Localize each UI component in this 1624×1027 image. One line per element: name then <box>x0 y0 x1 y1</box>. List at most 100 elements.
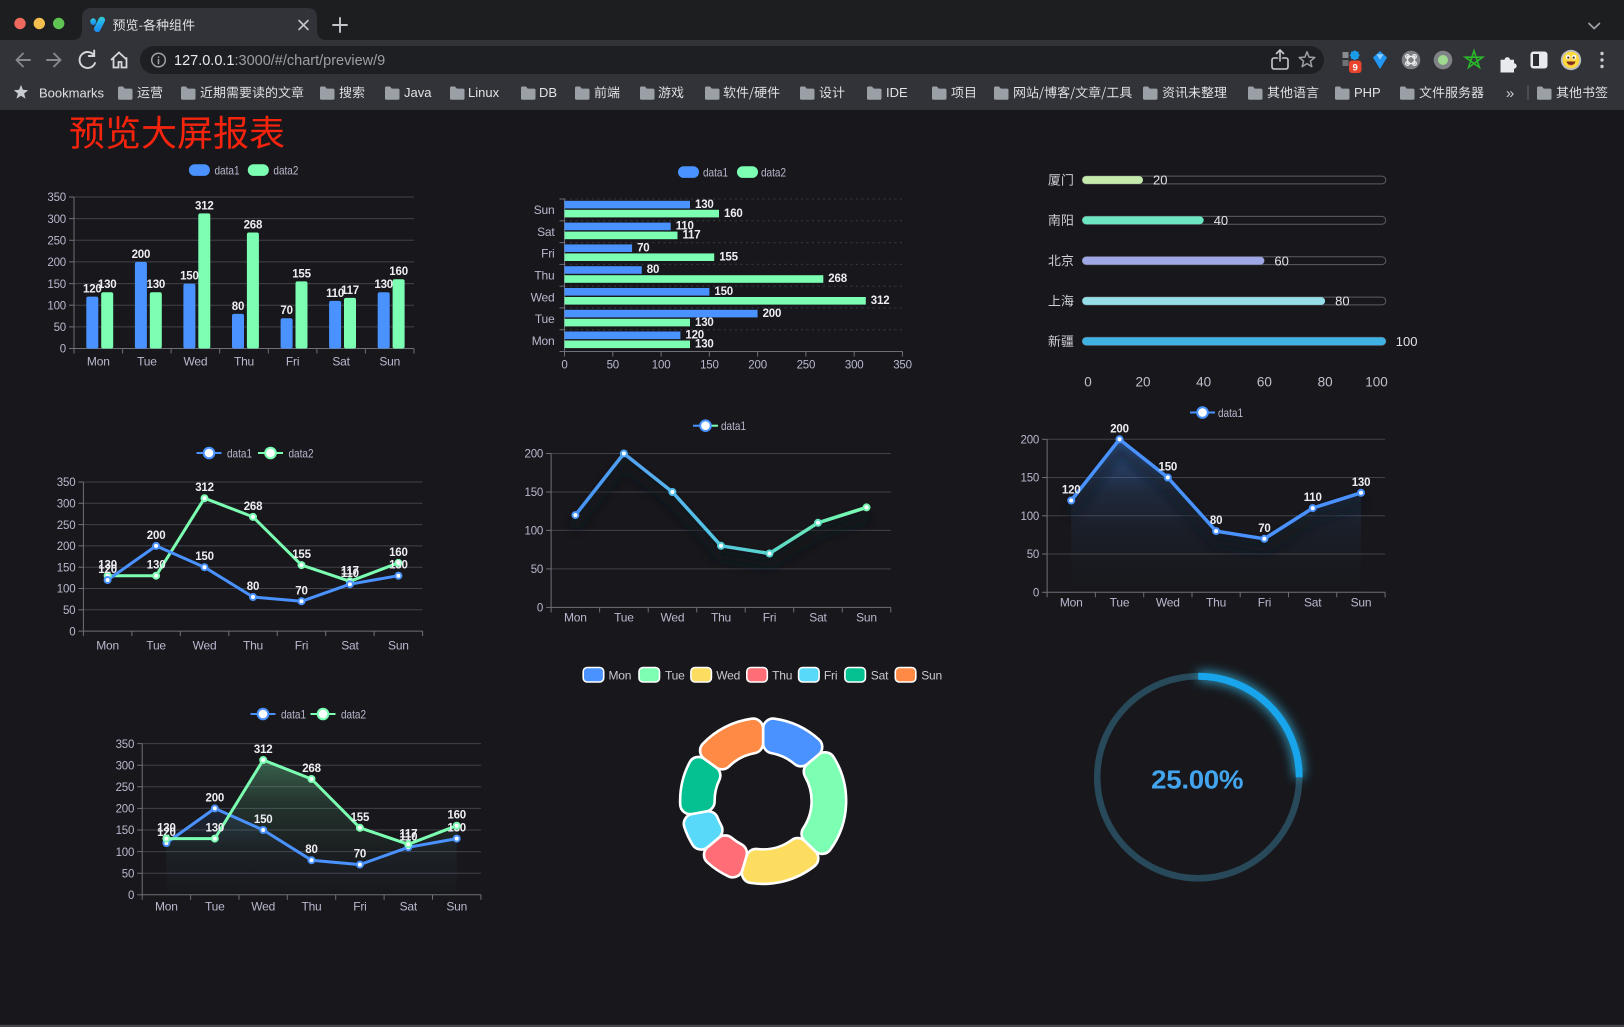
svg-text:300: 300 <box>845 360 864 372</box>
svg-text:127.0.0.1:3000/#/chart/preview: 127.0.0.1:3000/#/chart/preview/9 <box>174 53 385 69</box>
svg-text:110: 110 <box>399 831 417 843</box>
svg-text:0: 0 <box>1084 375 1092 390</box>
svg-text:Sun: Sun <box>1351 596 1372 610</box>
svg-text:Fri: Fri <box>824 669 837 683</box>
svg-text:130: 130 <box>695 317 714 329</box>
svg-text:268: 268 <box>828 273 847 285</box>
svg-text:312: 312 <box>871 295 890 307</box>
svg-text:250: 250 <box>47 236 66 248</box>
svg-text:data1: data1 <box>215 163 240 177</box>
svg-text:Sun: Sun <box>388 639 409 653</box>
svg-text:Mon: Mon <box>155 900 178 914</box>
svg-text:200: 200 <box>147 530 166 542</box>
svg-text:0: 0 <box>128 890 134 902</box>
svg-text:Wed: Wed <box>1156 596 1180 610</box>
svg-text:130: 130 <box>157 823 176 835</box>
svg-text:Wed: Wed <box>660 611 684 625</box>
svg-text:Sun: Sun <box>921 669 942 683</box>
svg-text:data1: data1 <box>281 707 306 721</box>
svg-text:0: 0 <box>69 626 75 638</box>
svg-text:Bookmarks: Bookmarks <box>39 86 105 101</box>
svg-text:80: 80 <box>247 581 259 593</box>
svg-text:Fri: Fri <box>353 900 366 914</box>
svg-text:80: 80 <box>305 844 317 856</box>
svg-text:Thu: Thu <box>301 900 321 914</box>
svg-text:250: 250 <box>116 782 135 794</box>
svg-text:200: 200 <box>206 792 225 804</box>
svg-text:Thu: Thu <box>534 269 554 283</box>
svg-text:155: 155 <box>292 268 311 280</box>
svg-text:»: » <box>1506 85 1514 102</box>
svg-text:300: 300 <box>116 760 135 772</box>
svg-text:data2: data2 <box>289 446 314 460</box>
svg-text:Mon: Mon <box>96 639 119 653</box>
svg-text:150: 150 <box>254 814 273 826</box>
svg-text:Sat: Sat <box>332 355 350 369</box>
svg-text:100: 100 <box>652 360 671 372</box>
svg-text:80: 80 <box>1210 515 1222 527</box>
svg-text:100: 100 <box>1396 334 1418 349</box>
svg-text:160: 160 <box>389 547 408 559</box>
svg-text:150: 150 <box>1159 462 1178 474</box>
svg-text:150: 150 <box>57 562 76 574</box>
svg-text:117: 117 <box>341 565 359 577</box>
svg-text:268: 268 <box>244 501 263 513</box>
svg-text:70: 70 <box>354 849 366 861</box>
svg-text:Sat: Sat <box>537 225 555 239</box>
svg-text:Sun: Sun <box>446 900 467 914</box>
svg-text:Tue: Tue <box>535 312 555 326</box>
svg-text:312: 312 <box>254 744 273 756</box>
svg-text:200: 200 <box>525 449 544 461</box>
svg-text:350: 350 <box>57 477 76 489</box>
svg-text:150: 150 <box>1021 473 1040 485</box>
svg-text:100: 100 <box>1021 511 1040 523</box>
svg-text:Tue: Tue <box>146 639 166 653</box>
svg-text:25.00%: 25.00% <box>1151 765 1243 795</box>
svg-text:130: 130 <box>98 279 117 291</box>
svg-text:Sun: Sun <box>856 611 877 625</box>
svg-text:130: 130 <box>374 279 393 291</box>
svg-text:data1: data1 <box>703 165 728 179</box>
svg-text:250: 250 <box>797 360 816 372</box>
svg-text:Tue: Tue <box>614 611 634 625</box>
svg-text:Fri: Fri <box>541 247 554 261</box>
svg-text:150: 150 <box>47 279 66 291</box>
svg-text:120: 120 <box>83 284 102 296</box>
svg-text:50: 50 <box>531 564 543 576</box>
svg-text:Tue: Tue <box>137 355 157 369</box>
svg-text:200: 200 <box>132 249 151 261</box>
svg-text:120: 120 <box>157 827 176 839</box>
svg-text:Tue: Tue <box>1110 596 1130 610</box>
svg-text:100: 100 <box>47 300 66 312</box>
svg-text:Wed: Wed <box>716 669 740 683</box>
svg-text:Sun: Sun <box>379 355 400 369</box>
svg-text:350: 350 <box>116 739 135 751</box>
svg-text:80: 80 <box>232 301 244 313</box>
svg-text:70: 70 <box>295 585 307 597</box>
svg-text:350: 350 <box>47 192 66 204</box>
svg-text:200: 200 <box>763 308 782 320</box>
svg-text:Wed: Wed <box>183 355 207 369</box>
svg-text:40: 40 <box>1196 375 1211 390</box>
svg-text:110: 110 <box>1304 492 1322 504</box>
svg-text:150: 150 <box>700 360 719 372</box>
svg-text:Thu: Thu <box>234 355 254 369</box>
svg-text:130: 130 <box>695 199 714 211</box>
svg-text:Sat: Sat <box>400 900 418 914</box>
svg-text:312: 312 <box>195 482 214 494</box>
svg-text:200: 200 <box>47 257 66 269</box>
svg-text:200: 200 <box>116 804 135 816</box>
svg-text:130: 130 <box>389 560 408 572</box>
svg-text:250: 250 <box>57 520 76 532</box>
svg-text:200: 200 <box>1110 423 1129 435</box>
svg-text:100: 100 <box>116 847 135 859</box>
svg-text:120: 120 <box>98 564 117 576</box>
svg-text:155: 155 <box>292 549 311 561</box>
svg-text:80: 80 <box>1335 294 1349 309</box>
svg-text:150: 150 <box>116 825 135 837</box>
svg-text:Mon: Mon <box>87 355 110 369</box>
svg-text:150: 150 <box>180 271 199 283</box>
svg-text:130: 130 <box>695 339 714 351</box>
svg-text:Fri: Fri <box>1258 596 1271 610</box>
svg-text:60: 60 <box>1257 375 1272 390</box>
